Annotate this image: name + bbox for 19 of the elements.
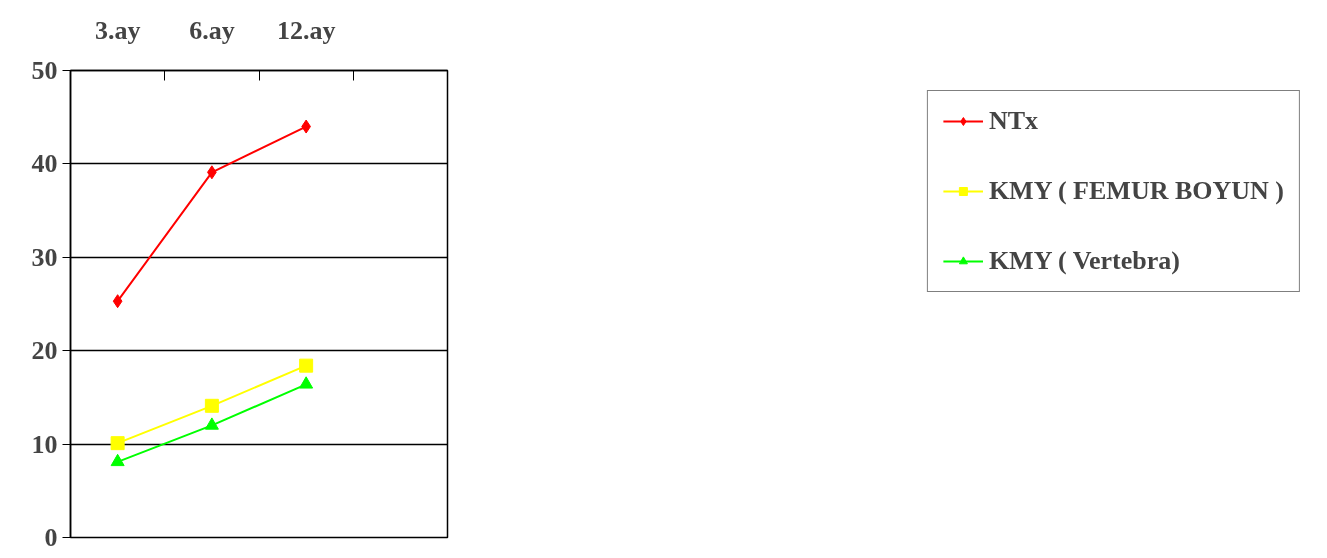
point <box>299 376 314 389</box>
y-tick-label: 40 <box>31 149 58 179</box>
legend-label: KMY ( FEMUR BOYUN ) <box>988 176 1284 206</box>
y-tick-label: 10 <box>31 429 58 459</box>
x-tick-label: 6.ay <box>189 15 235 45</box>
y-tick-label: 50 <box>31 56 58 85</box>
point <box>110 436 125 451</box>
legend-label: KMY ( Vertebra) <box>988 246 1180 276</box>
y-tick-label: 20 <box>31 336 58 366</box>
x-tick-label: 3.ay <box>94 15 141 45</box>
point <box>112 294 123 309</box>
point <box>204 398 219 413</box>
point <box>110 453 125 467</box>
x-tick-label: 12.ay <box>276 15 336 45</box>
y-tick-label: 30 <box>31 242 58 272</box>
point <box>299 358 314 373</box>
legend-label: NTx <box>988 106 1039 136</box>
y-tick-label: 0 <box>44 523 58 552</box>
point <box>204 417 219 430</box>
